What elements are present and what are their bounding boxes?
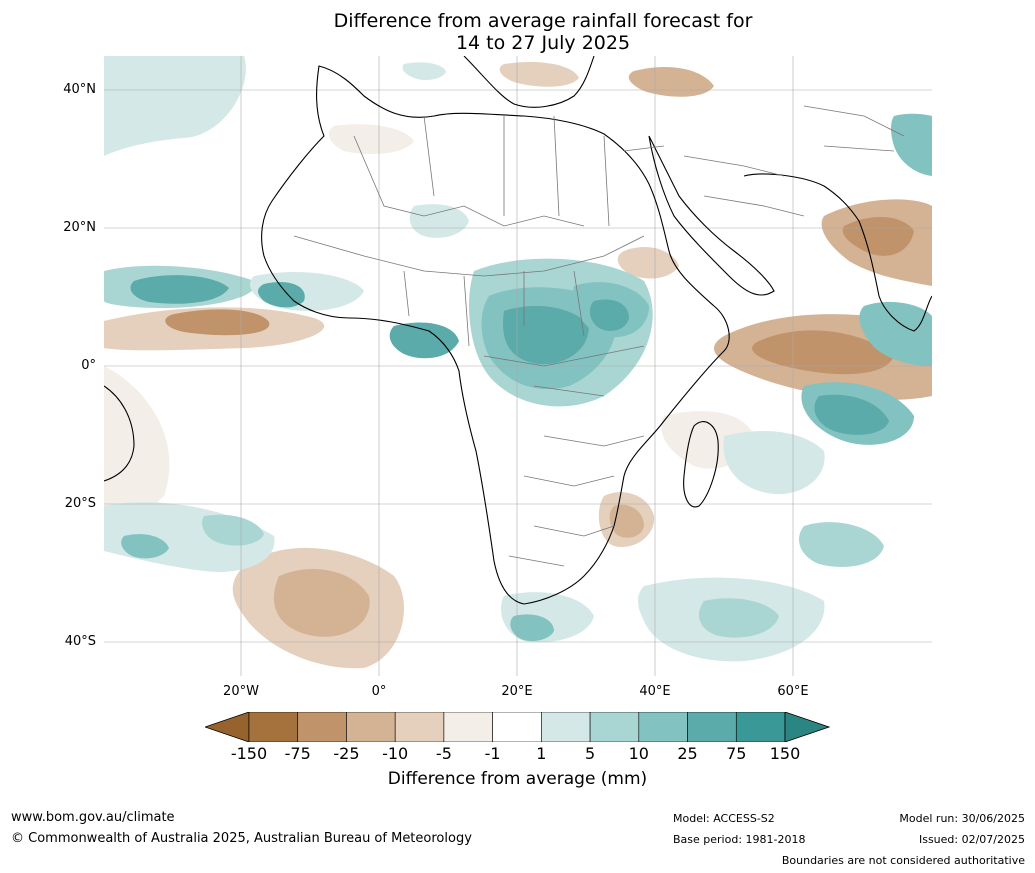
- lat-label-20s: 20°S: [64, 496, 96, 511]
- colorbar-box: [394, 712, 445, 742]
- footer-model-run: Model run: 30/06/2025: [899, 812, 1025, 825]
- lon-label-20e: 20°E: [501, 684, 533, 699]
- graticule: [104, 56, 932, 676]
- lat-label-40n: 40°N: [63, 82, 96, 97]
- colorbar-tick-label: -25: [333, 744, 360, 763]
- rainfall-anomaly-map: [104, 56, 932, 676]
- colorbar-box: [589, 712, 640, 742]
- colorbar-box: [346, 712, 396, 742]
- coastlines: [104, 56, 932, 605]
- colorbar-tick-label: -10: [382, 744, 409, 763]
- lon-label-40e: 40°E: [639, 684, 671, 699]
- colorbar-over-triangle: [784, 712, 830, 742]
- lat-label-20n: 20°N: [63, 220, 96, 235]
- colorbar-tick-label: 150: [769, 744, 801, 763]
- lat-label-40s: 40°S: [64, 634, 96, 649]
- colorbar-box: [297, 712, 347, 742]
- colorbar-tick-label: 75: [726, 744, 747, 763]
- colorbar-tick-label: -75: [284, 744, 311, 763]
- colorbar-tick-label: 25: [677, 744, 698, 763]
- title-line-1: Difference from average rainfall forecas…: [333, 10, 753, 32]
- wet-anomaly-areas: [104, 56, 932, 662]
- colorbar-tick-label: 10: [628, 744, 649, 763]
- country-boundaries: [293, 105, 905, 567]
- lon-label-60e: 60°E: [777, 684, 809, 699]
- colorbar: [205, 712, 830, 742]
- footer-issued: Issued: 02/07/2025: [918, 833, 1025, 846]
- colorbar-tick-label: -1: [484, 744, 501, 763]
- colorbar-box: [638, 712, 688, 742]
- colorbar-box: [687, 712, 737, 742]
- footer-copyright: © Commonwealth of Australia 2025, Austra…: [11, 831, 472, 846]
- map-title: Difference from average rainfall forecas…: [0, 10, 1035, 54]
- footer-model: Model: ACCESS-S2: [673, 812, 775, 825]
- colorbar-tick-label: 1: [536, 744, 547, 763]
- colorbar-box: [735, 712, 786, 742]
- footer-website: www.bom.gov.au/climate: [11, 810, 175, 825]
- colorbar-tick-label: 5: [584, 744, 596, 763]
- footer-disclaimer: Boundaries are not considered authoritat…: [781, 854, 1025, 867]
- title-line-2: 14 to 27 July 2025: [455, 32, 631, 54]
- footer-base-period: Base period: 1981-2018: [673, 833, 806, 846]
- colorbar-boxes: [248, 712, 786, 742]
- colorbar-box: [492, 712, 542, 742]
- lat-label-equator: 0°: [81, 358, 96, 373]
- colorbar-under-triangle: [205, 712, 250, 742]
- colorbar-box: [248, 712, 299, 742]
- colorbar-title: Difference from average (mm): [387, 769, 648, 789]
- lon-label-0: 0°: [371, 684, 387, 699]
- colorbar-box: [541, 712, 591, 742]
- colorbar-box: [443, 712, 493, 742]
- colorbar-tick-label: -150: [230, 744, 268, 763]
- lon-label-20w: 20°W: [223, 684, 259, 699]
- map-canvas: [104, 56, 932, 676]
- colorbar-tick-label: -5: [435, 744, 452, 763]
